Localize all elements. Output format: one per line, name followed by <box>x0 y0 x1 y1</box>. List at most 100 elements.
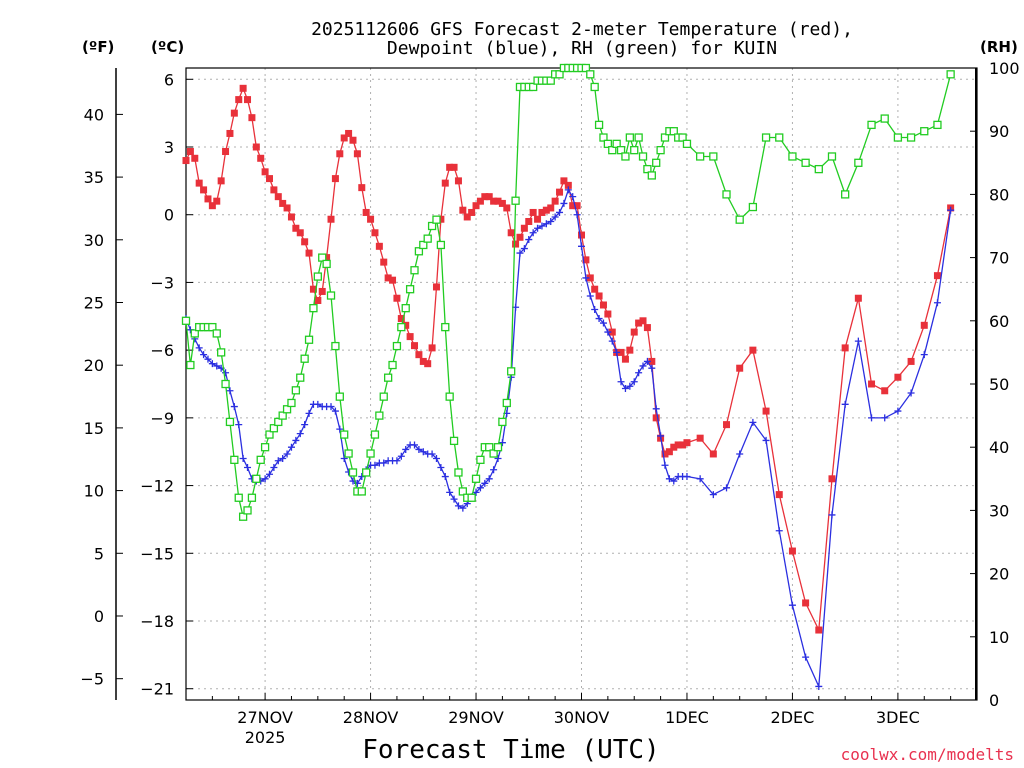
temperature-point <box>503 204 511 212</box>
rh-point <box>449 436 459 446</box>
temperature-point <box>516 233 524 241</box>
rh-point <box>318 253 327 262</box>
date-tick-label: 27NOV <box>237 708 293 727</box>
rh-point <box>326 291 336 300</box>
dewpoint-point <box>446 488 454 496</box>
rh-point <box>775 133 784 142</box>
rh-point <box>405 285 415 294</box>
temperature-point <box>542 206 550 214</box>
temperature-point <box>529 208 537 216</box>
dewpoint-point <box>569 193 577 201</box>
temperature-point <box>349 136 357 144</box>
temperature-point <box>424 360 432 368</box>
rh-point <box>722 190 731 199</box>
rh-point <box>208 322 217 332</box>
rh-line <box>185 67 952 519</box>
dewpoint-point <box>498 439 506 447</box>
temperature-point <box>182 157 190 165</box>
temperature-point <box>569 202 577 210</box>
temperature-point <box>595 292 603 300</box>
temperature-point <box>296 229 304 237</box>
temperature-point <box>265 175 273 183</box>
dewpoint-point <box>683 473 691 481</box>
dewpoint-point <box>613 348 621 356</box>
temperature-point <box>512 240 520 248</box>
temperature-point <box>380 258 388 266</box>
rh-point <box>441 322 450 332</box>
temperature-point <box>450 163 458 171</box>
dewpoint-point <box>723 484 731 492</box>
temperature-point <box>186 148 194 156</box>
dewpoint-point <box>586 292 594 300</box>
dewpoint-point <box>534 224 542 232</box>
rh-point <box>309 304 318 313</box>
rh-point <box>344 449 353 458</box>
temperature-point <box>331 175 339 183</box>
temperature-point <box>560 177 568 185</box>
chart-title-line-2: Dewpoint (blue), RH (green) for KUIN <box>387 38 777 59</box>
temperature-point <box>393 294 401 302</box>
fahrenheit-tick-label: 35 <box>84 168 104 187</box>
dewpoint-point <box>775 527 783 535</box>
rh-point <box>625 133 634 142</box>
rh-tick-label: 80 <box>989 185 1009 204</box>
temperature-point <box>573 202 581 210</box>
rh-point <box>366 449 375 458</box>
dewpoint-point <box>556 208 564 216</box>
celsius-tick-label: 6 <box>164 70 174 89</box>
dewpoint-point <box>560 199 568 207</box>
dewpoint-point <box>643 357 651 365</box>
temperature-point <box>762 407 770 415</box>
temperature-point <box>933 272 941 280</box>
temperature-point <box>507 229 515 237</box>
temperature-point <box>208 202 216 210</box>
dewpoint-point <box>661 461 669 469</box>
temperature-point <box>389 276 397 284</box>
dewpoint-point <box>261 475 269 483</box>
rh-point <box>383 373 393 382</box>
rh-point <box>493 443 503 452</box>
rh-point <box>414 247 424 256</box>
rh-point <box>502 398 511 408</box>
temperature-point <box>217 177 225 185</box>
temperature-point <box>375 242 383 250</box>
temperature-point <box>551 197 559 205</box>
rh-tick-label: 40 <box>989 438 1009 457</box>
temperature-point <box>213 197 221 205</box>
temperature-point <box>652 414 660 422</box>
dewpoint-point <box>204 355 212 363</box>
rh-point <box>401 304 410 313</box>
rh-point <box>423 234 432 243</box>
temperature-point <box>881 387 889 395</box>
temperature-point <box>257 154 265 162</box>
rh-point <box>652 158 661 167</box>
dewpoint-point <box>538 222 546 230</box>
rh-tick-label: 0 <box>989 691 999 710</box>
temperature-point <box>283 204 291 212</box>
dewpoint-point <box>331 407 339 415</box>
temperature-point <box>200 186 208 194</box>
temperature-point <box>301 238 309 246</box>
temperature-point <box>643 324 651 332</box>
celsius-tick-label: −9 <box>150 409 174 428</box>
dewpoint-point <box>208 360 216 368</box>
temperature-point <box>665 448 673 456</box>
dewpoint-point <box>265 470 273 478</box>
rh-point <box>296 373 305 382</box>
rh-point <box>476 455 485 464</box>
temperature-point <box>696 434 704 442</box>
rh-point <box>893 133 903 142</box>
dewpoint-point <box>665 475 673 483</box>
dewpoint-point <box>828 511 836 519</box>
watermark-text: coolwx.com/modelts <box>841 745 1014 764</box>
rh-point <box>594 120 604 130</box>
dewpoint-point <box>591 306 599 314</box>
rh-point <box>252 474 261 483</box>
temperature-point <box>239 84 247 92</box>
temperature-point <box>578 231 585 239</box>
dewpoint-point <box>222 369 230 377</box>
fahrenheit-tick-label: 25 <box>84 293 104 312</box>
dewpoint-point <box>287 443 295 451</box>
rh-point <box>647 171 656 180</box>
dewpoint-point <box>415 445 423 453</box>
